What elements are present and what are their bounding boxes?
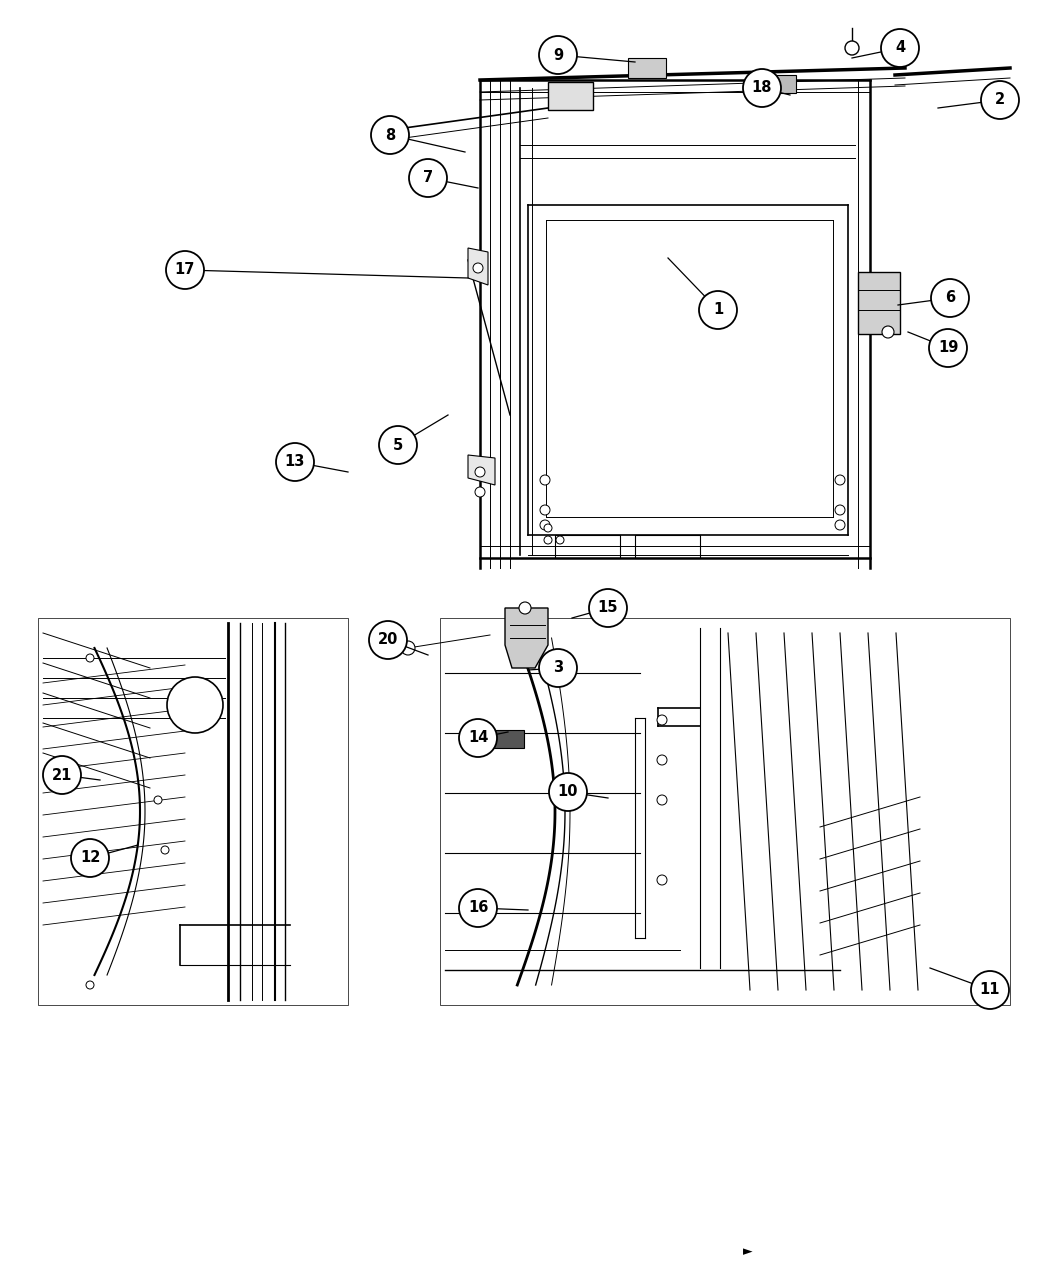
Text: 6: 6 bbox=[945, 291, 956, 306]
Circle shape bbox=[459, 889, 497, 927]
Text: 17: 17 bbox=[174, 263, 195, 278]
Circle shape bbox=[981, 82, 1018, 119]
Circle shape bbox=[540, 476, 550, 484]
Circle shape bbox=[835, 505, 845, 515]
Circle shape bbox=[540, 520, 550, 530]
Circle shape bbox=[71, 839, 109, 877]
Circle shape bbox=[835, 476, 845, 484]
Circle shape bbox=[519, 602, 531, 615]
Circle shape bbox=[549, 773, 587, 811]
Circle shape bbox=[544, 536, 552, 544]
Circle shape bbox=[971, 972, 1009, 1009]
Polygon shape bbox=[505, 608, 548, 668]
Text: 7: 7 bbox=[423, 171, 433, 185]
Text: 18: 18 bbox=[752, 80, 772, 96]
Circle shape bbox=[845, 41, 859, 55]
Text: 20: 20 bbox=[378, 632, 398, 648]
Bar bbox=[635, 536, 700, 558]
Circle shape bbox=[86, 654, 94, 662]
Circle shape bbox=[657, 715, 667, 725]
Circle shape bbox=[539, 36, 578, 74]
Circle shape bbox=[743, 69, 781, 107]
Bar bbox=[548, 82, 593, 110]
Circle shape bbox=[657, 796, 667, 805]
Circle shape bbox=[475, 467, 485, 477]
Circle shape bbox=[539, 649, 578, 687]
Circle shape bbox=[161, 847, 169, 854]
Text: 3: 3 bbox=[553, 660, 563, 676]
Polygon shape bbox=[468, 249, 488, 286]
Circle shape bbox=[379, 426, 417, 464]
Bar bbox=[768, 75, 796, 93]
Circle shape bbox=[699, 291, 737, 329]
Circle shape bbox=[410, 159, 447, 198]
Text: 16: 16 bbox=[468, 900, 488, 915]
Circle shape bbox=[931, 279, 969, 317]
Circle shape bbox=[929, 329, 967, 367]
Circle shape bbox=[472, 263, 483, 273]
Text: 8: 8 bbox=[385, 128, 395, 143]
Text: 21: 21 bbox=[51, 768, 72, 783]
Circle shape bbox=[657, 875, 667, 885]
Text: 2: 2 bbox=[995, 93, 1005, 107]
Bar bbox=[440, 618, 1010, 1005]
Circle shape bbox=[43, 756, 81, 794]
Text: 12: 12 bbox=[80, 850, 100, 866]
Text: 19: 19 bbox=[938, 340, 959, 356]
Bar bbox=[38, 618, 348, 1005]
Bar bbox=[555, 536, 620, 558]
Text: 14: 14 bbox=[468, 731, 488, 746]
Circle shape bbox=[371, 116, 410, 154]
Text: 5: 5 bbox=[393, 437, 403, 453]
Circle shape bbox=[459, 719, 497, 757]
Text: 15: 15 bbox=[597, 601, 618, 616]
Bar bbox=[858, 272, 900, 334]
Circle shape bbox=[154, 796, 162, 805]
Circle shape bbox=[401, 641, 415, 655]
Circle shape bbox=[881, 29, 919, 68]
Circle shape bbox=[540, 505, 550, 515]
Text: 4: 4 bbox=[895, 41, 905, 56]
Bar bbox=[492, 731, 524, 748]
Circle shape bbox=[166, 251, 204, 289]
Circle shape bbox=[86, 980, 94, 989]
Bar bbox=[628, 57, 666, 78]
Circle shape bbox=[657, 755, 667, 765]
Text: ►: ► bbox=[743, 1244, 753, 1258]
Circle shape bbox=[556, 536, 564, 544]
Text: 10: 10 bbox=[558, 784, 579, 799]
Circle shape bbox=[544, 524, 552, 532]
Polygon shape bbox=[468, 455, 495, 484]
Circle shape bbox=[589, 589, 627, 627]
Text: 11: 11 bbox=[980, 983, 1001, 997]
Text: 9: 9 bbox=[553, 47, 563, 62]
Circle shape bbox=[882, 326, 894, 338]
Circle shape bbox=[475, 487, 485, 497]
Circle shape bbox=[369, 621, 407, 659]
Text: 13: 13 bbox=[285, 454, 306, 469]
Circle shape bbox=[835, 520, 845, 530]
Circle shape bbox=[167, 677, 223, 733]
Circle shape bbox=[276, 442, 314, 481]
Text: 1: 1 bbox=[713, 302, 723, 317]
